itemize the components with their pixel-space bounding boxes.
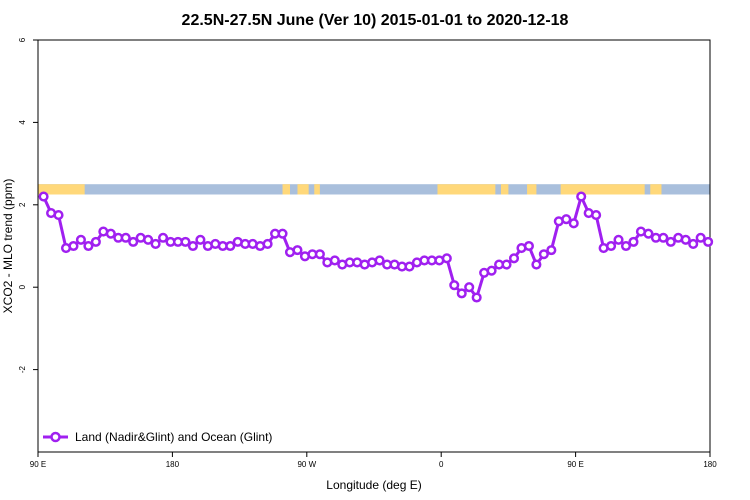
land-segment <box>560 184 645 195</box>
data-point <box>695 232 706 243</box>
data-point <box>128 236 139 247</box>
x-tick-label: 0 <box>439 460 444 469</box>
ocean-band <box>38 184 710 195</box>
data-point <box>538 249 549 260</box>
land-segment <box>437 184 496 195</box>
data-point <box>262 238 273 249</box>
data-point <box>277 228 288 239</box>
data-point <box>75 234 86 245</box>
x-tick-label: 90 W <box>297 460 316 469</box>
land-segment <box>38 184 85 195</box>
data-point <box>561 214 572 225</box>
data-point <box>665 236 676 247</box>
data-point <box>568 218 579 229</box>
data-point <box>292 245 303 256</box>
data-point <box>471 292 482 303</box>
data-point <box>456 288 467 299</box>
data-point <box>508 253 520 264</box>
data-point <box>449 280 460 291</box>
data-point <box>374 255 385 266</box>
data-point <box>688 238 699 249</box>
data-point <box>105 228 116 239</box>
land-segment <box>282 184 290 195</box>
data-point <box>486 265 497 276</box>
data-point <box>83 240 94 252</box>
data-point <box>576 191 587 202</box>
data-point <box>620 240 632 252</box>
y-tick-label: -2 <box>18 365 27 373</box>
x-tick-label: 180 <box>166 460 180 469</box>
legend-marker <box>50 431 61 443</box>
y-axis: -2 0 2 4 6 <box>18 37 38 373</box>
data-point <box>591 210 602 221</box>
data-point <box>643 228 654 239</box>
data-point <box>90 236 101 247</box>
data-point <box>658 232 669 243</box>
data-point <box>187 240 198 252</box>
land-ocean-mask <box>38 184 710 195</box>
data-series <box>38 191 714 303</box>
data-point <box>404 261 415 272</box>
data-point <box>501 259 512 270</box>
data-point <box>143 234 154 245</box>
land-segment <box>314 184 320 195</box>
land-segment <box>650 184 662 195</box>
data-point <box>150 238 161 249</box>
data-point <box>441 253 452 264</box>
data-point <box>464 282 475 293</box>
data-point <box>523 240 534 252</box>
data-point <box>314 249 325 260</box>
y-tick-label: 2 <box>18 202 27 207</box>
data-point <box>703 236 714 247</box>
data-point <box>68 240 79 252</box>
data-point <box>606 240 617 252</box>
data-point <box>531 259 542 270</box>
x-tick-label: 90 E <box>30 460 46 469</box>
data-point <box>680 234 691 245</box>
x-axis: 90 E 180 90 W 0 90 E 180 <box>30 452 717 469</box>
legend: Land (Nadir&Glint) and Ocean (Glint) <box>43 430 272 444</box>
x-tick-label: 180 <box>703 460 717 469</box>
land-segment <box>527 184 537 195</box>
data-point <box>53 210 64 221</box>
data-point <box>38 191 49 202</box>
data-point <box>180 236 191 247</box>
x-tick-label: 90 E <box>567 460 583 469</box>
y-tick-label: 4 <box>18 120 27 125</box>
data-point <box>546 245 557 256</box>
y-tick-label: 0 <box>18 284 27 289</box>
data-point <box>120 232 131 243</box>
data-point <box>158 232 169 243</box>
chart-title: 22.5N-27.5N June (Ver 10) 2015-01-01 to … <box>182 12 569 29</box>
legend-label: Land (Nadir&Glint) and Ocean (Glint) <box>75 430 272 444</box>
x-axis-label: Longitude (deg E) <box>326 478 421 492</box>
land-segment <box>500 184 509 195</box>
data-point <box>225 240 236 252</box>
data-point <box>628 236 639 247</box>
y-tick-label: 6 <box>18 37 27 42</box>
data-point <box>329 255 340 266</box>
data-point <box>613 234 624 245</box>
land-segment <box>297 184 309 195</box>
y-axis-label: XCO2 - MLO trend (ppm) <box>1 179 15 314</box>
data-point <box>195 234 206 245</box>
